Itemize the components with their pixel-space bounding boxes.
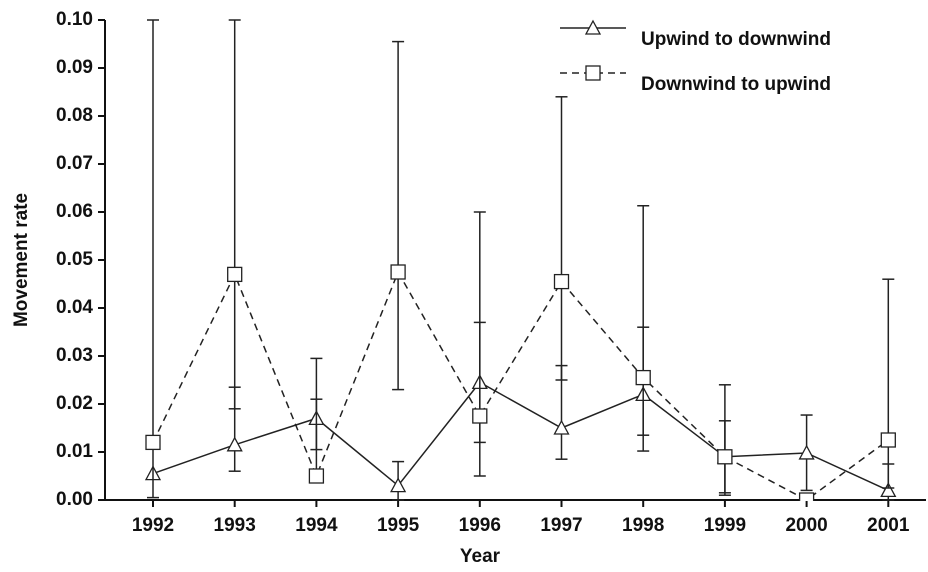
x-tick-label: 2001 bbox=[867, 515, 910, 536]
x-tick-label: 1994 bbox=[295, 515, 338, 536]
x-tick-label: 1998 bbox=[622, 515, 664, 536]
square-marker bbox=[553, 273, 570, 290]
square-marker bbox=[635, 369, 651, 386]
plot-area bbox=[144, 19, 897, 501]
square-marker bbox=[798, 492, 815, 501]
x-tick-label: 2000 bbox=[785, 515, 827, 536]
y-tick-label: 0.01 bbox=[56, 441, 93, 462]
series-line bbox=[152, 270, 889, 501]
x-tick-label: 1999 bbox=[704, 515, 746, 536]
y-tick-label: 0.03 bbox=[56, 345, 93, 366]
triangle-marker bbox=[798, 444, 815, 460]
square-marker bbox=[717, 449, 733, 465]
x-tick-label: 1995 bbox=[377, 515, 420, 536]
series-line bbox=[152, 381, 889, 492]
triangle-marker bbox=[880, 482, 897, 498]
y-tick-label: 0.00 bbox=[56, 489, 93, 510]
x-tick-label: 1992 bbox=[132, 515, 174, 536]
x-axis-label: Year bbox=[460, 546, 501, 567]
triangle-marker bbox=[226, 436, 243, 452]
y-tick-label: 0.06 bbox=[56, 201, 93, 222]
square-marker bbox=[308, 468, 325, 484]
y-tick-label: 0.09 bbox=[56, 57, 93, 78]
y-tick-label: 0.02 bbox=[56, 393, 93, 414]
legend-label: Downwind to upwind bbox=[641, 74, 831, 95]
y-tick-label: 0.10 bbox=[56, 9, 93, 30]
triangle-marker bbox=[390, 477, 407, 493]
y-tick-label: 0.04 bbox=[56, 297, 93, 318]
x-tick-label: 1993 bbox=[214, 515, 256, 536]
y-tick-label: 0.05 bbox=[56, 249, 93, 270]
x-tick-label: 1997 bbox=[540, 515, 582, 536]
square-marker bbox=[390, 264, 406, 280]
x-tick-label: 1996 bbox=[459, 515, 501, 536]
square-marker bbox=[472, 408, 488, 424]
y-axis-label: Movement rate bbox=[11, 193, 32, 327]
square-marker bbox=[145, 434, 161, 451]
triangle-marker bbox=[553, 419, 570, 435]
square-marker bbox=[227, 266, 243, 283]
triangle-marker bbox=[584, 19, 602, 35]
square-marker bbox=[585, 65, 601, 81]
square-marker bbox=[880, 432, 896, 448]
legend-label: Upwind to downwind bbox=[641, 29, 831, 50]
y-tick-label: 0.08 bbox=[56, 105, 93, 126]
y-tick-label: 0.07 bbox=[56, 153, 93, 174]
